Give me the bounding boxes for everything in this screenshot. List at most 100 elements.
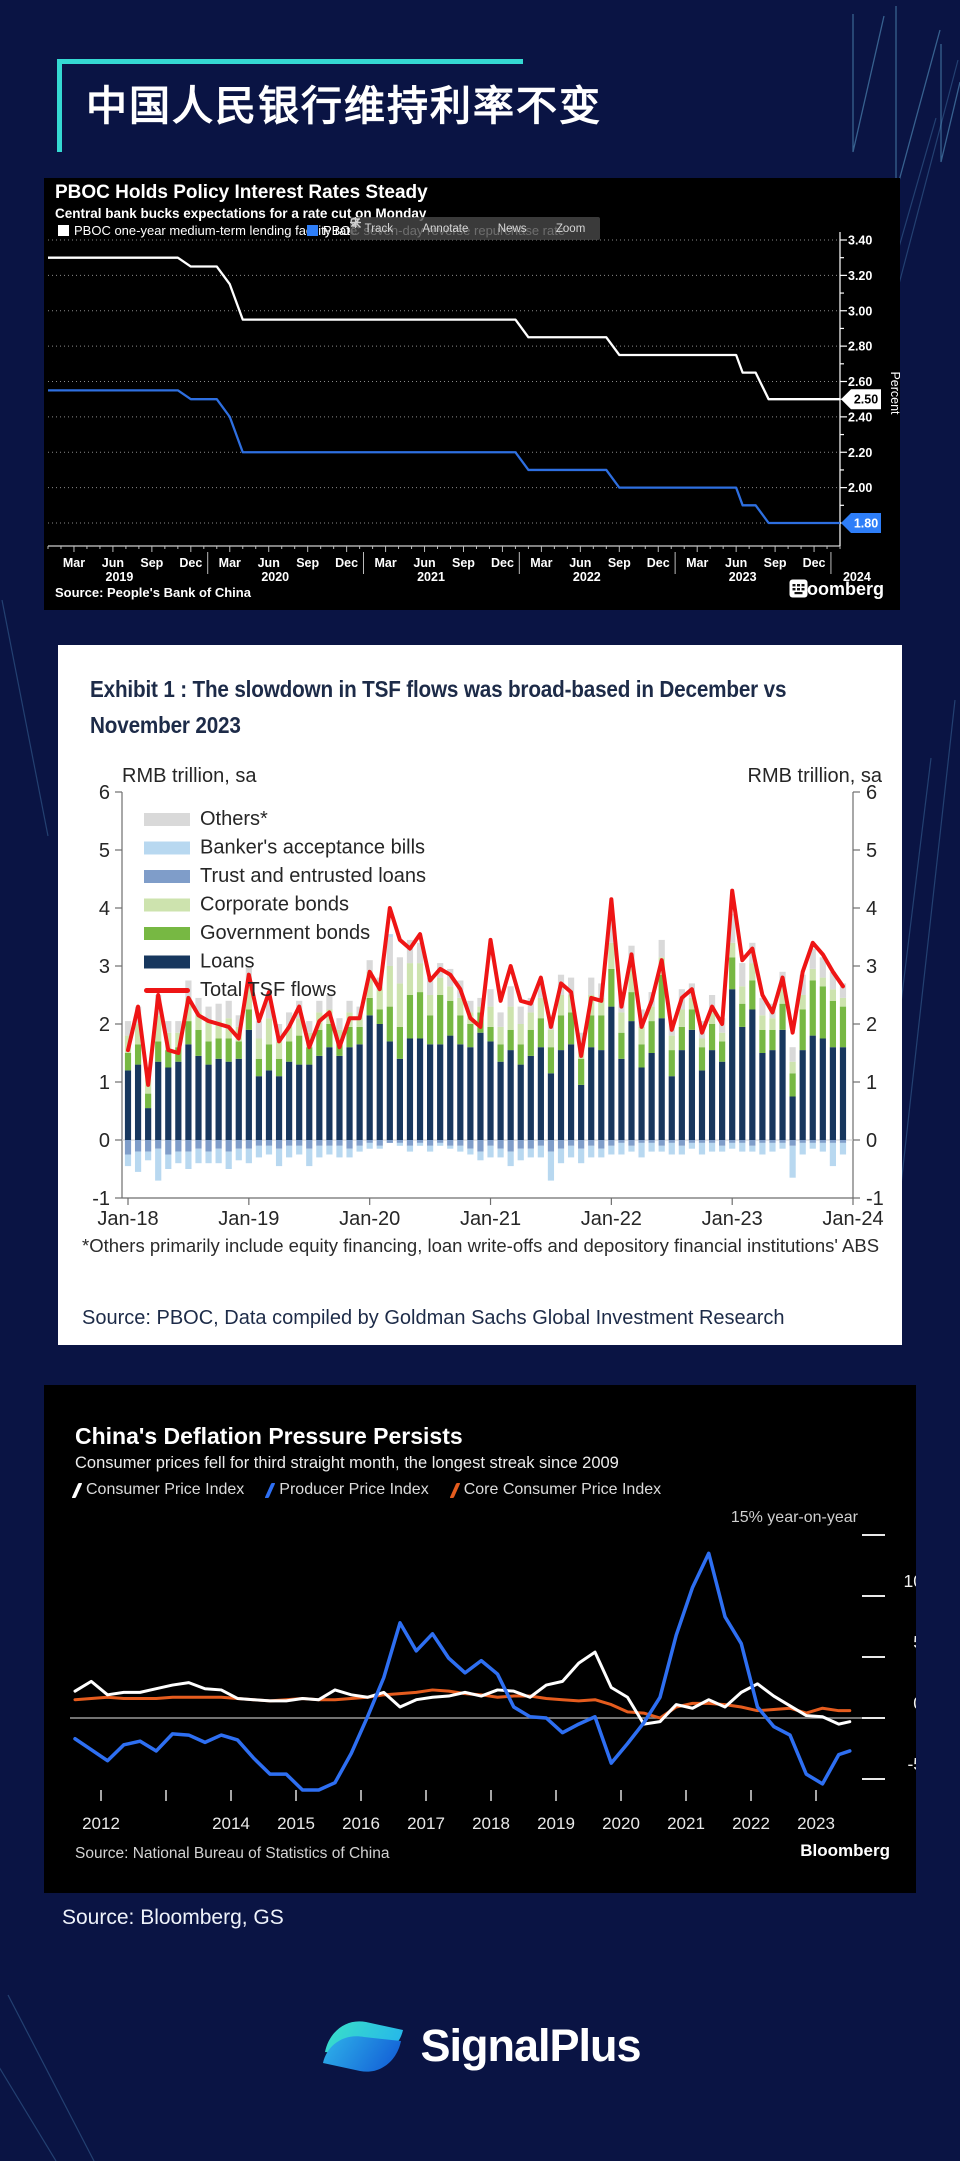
signalplus-wordmark: SignalPlus xyxy=(420,2020,641,2071)
svg-text:5: 5 xyxy=(99,840,110,862)
core-cpi-legend-item: Core Consumer Price Index xyxy=(449,1481,662,1499)
svg-text:3.40: 3.40 xyxy=(848,234,872,248)
svg-text:Jan-22: Jan-22 xyxy=(581,1208,642,1230)
tsf-exhibit-card: -1 -1 0 0 1 1 2 2 3 3 4 4 5 5 6 6 Jan-18 Jan-19 Jan-20 Jan-… xyxy=(58,645,902,1345)
svg-text:Jun: Jun xyxy=(725,556,747,570)
chart1-legend-mlf: PBOC one-year medium-term lending facili… xyxy=(58,223,357,238)
tsf-flows-chart: -1 -1 0 0 1 1 2 2 3 3 4 4 5 5 6 6 Jan-18 Jan-19 Jan-20 Jan-… xyxy=(92,782,884,1230)
svg-text:Jun: Jun xyxy=(102,556,124,570)
chart2-title: Exhibit 1 : The slowdown in TSF flows wa… xyxy=(90,671,821,744)
svg-text:Total TSF flows: Total TSF flows xyxy=(200,979,336,1001)
svg-text:2018: 2018 xyxy=(472,1814,510,1833)
svg-text:2.40: 2.40 xyxy=(848,410,872,424)
news-button[interactable]: News xyxy=(351,218,527,235)
chart3-legend: Consumer Price Index Producer Price Inde… xyxy=(71,1481,662,1499)
svg-text:2023: 2023 xyxy=(797,1814,835,1833)
svg-text:1: 1 xyxy=(99,1072,110,1094)
chart2-right-axis-unit: RMB trillion, sa xyxy=(747,765,882,787)
svg-text:Sep: Sep xyxy=(608,556,631,570)
svg-text:10: 10 xyxy=(904,1571,916,1591)
chart3-axis-unit: 15% year-on-year xyxy=(730,1509,858,1526)
svg-text:Sep: Sep xyxy=(140,556,163,570)
signalplus-logo-icon xyxy=(323,2021,404,2072)
cpi-legend-item: Consumer Price Index xyxy=(71,1481,245,1499)
annotate-button[interactable]: Annotate xyxy=(351,218,468,235)
chart1-subtitle: Central bank bucks expectations for a ra… xyxy=(55,206,427,221)
bloomberg-terminal-icon xyxy=(789,579,808,598)
svg-text:1: 1 xyxy=(866,1072,877,1094)
chart2-source: Source: PBOC, Data compiled by Goldman S… xyxy=(82,1307,785,1329)
svg-text:2022: 2022 xyxy=(732,1814,770,1833)
svg-text:Loans: Loans xyxy=(200,951,255,973)
svg-text:2.60: 2.60 xyxy=(848,375,872,389)
chart3-title: China's Deflation Pressure Persists xyxy=(75,1423,463,1449)
svg-text:Others*: Others* xyxy=(200,808,268,830)
chart1-title: PBOC Holds Policy Interest Rates Steady xyxy=(55,182,428,203)
svg-text:Dec: Dec xyxy=(647,556,670,570)
pboc-rates-chart: 3.40 3.20 3.00 2.80 2.60 2.40 2.20 2.00 1.80 Mar J… xyxy=(47,232,900,584)
svg-text:2020: 2020 xyxy=(261,570,289,584)
bloomberg-wordmark: Bloomberg xyxy=(788,579,884,599)
svg-text:Jan-23: Jan-23 xyxy=(702,1208,763,1230)
svg-text:2.80: 2.80 xyxy=(848,340,872,354)
svg-text:Mar: Mar xyxy=(374,556,396,570)
svg-text:-1: -1 xyxy=(866,1188,884,1210)
svg-text:4: 4 xyxy=(866,898,877,920)
cpi-series-label: Consumer Price Index xyxy=(86,1481,245,1498)
mlf-series-label: PBOC one-year medium-term lending facili… xyxy=(74,223,358,238)
svg-text:2.00: 2.00 xyxy=(848,481,872,495)
svg-text:2: 2 xyxy=(99,1014,110,1036)
chart1-source: Source: People's Bank of China xyxy=(55,585,251,600)
svg-text:Jan-21: Jan-21 xyxy=(460,1208,521,1230)
svg-text:6: 6 xyxy=(866,782,877,804)
title-accent-bracket-side xyxy=(57,59,62,152)
svg-text:2016: 2016 xyxy=(342,1814,380,1833)
svg-text:3.00: 3.00 xyxy=(848,304,872,318)
svg-text:2014: 2014 xyxy=(212,1814,250,1833)
svg-text:2: 2 xyxy=(866,1014,877,1036)
zoom-icon xyxy=(350,217,361,228)
mlf-series-swatch xyxy=(58,225,69,236)
chart2-left-axis-unit: RMB trillion, sa xyxy=(122,765,257,787)
svg-text:6: 6 xyxy=(99,782,110,804)
svg-text:Jun: Jun xyxy=(413,556,435,570)
svg-text:2021: 2021 xyxy=(417,570,445,584)
chart3-source: Source: National Bureau of Statistics of… xyxy=(75,1845,390,1862)
footer-source: Source: Bloomberg, GS xyxy=(62,1906,284,1929)
track-button[interactable]: Track xyxy=(350,217,393,235)
svg-text:Trust and entrusted loans: Trust and entrusted loans xyxy=(200,865,426,887)
svg-text:-1: -1 xyxy=(92,1188,110,1210)
svg-text:2.20: 2.20 xyxy=(848,446,872,460)
svg-text:Dec: Dec xyxy=(335,556,358,570)
svg-text:Government bonds: Government bonds xyxy=(200,922,370,944)
svg-text:Dec: Dec xyxy=(491,556,514,570)
svg-text:3: 3 xyxy=(866,956,877,978)
svg-text:Sep: Sep xyxy=(452,556,475,570)
svg-text:Jan-19: Jan-19 xyxy=(218,1208,279,1230)
chart2-title-line2: November 2023 xyxy=(90,712,241,739)
zoom-button[interactable]: Zoom xyxy=(350,217,585,235)
svg-text:1.80: 1.80 xyxy=(854,517,878,531)
svg-text:0: 0 xyxy=(866,1130,877,1152)
bloomberg-wordmark-chart3: Bloomberg xyxy=(800,1841,890,1860)
svg-text:0: 0 xyxy=(99,1130,110,1152)
svg-text:Jan-20: Jan-20 xyxy=(339,1208,400,1230)
inflation-chart-card: 10 5 0 -5 2012 2014 2015 2016 2017 2018 2019 2020 20… xyxy=(44,1385,916,1893)
bloomberg-toolbar: Track Annotate News Zoom xyxy=(350,217,600,240)
svg-text:2.50: 2.50 xyxy=(854,393,878,407)
svg-text:Dec: Dec xyxy=(179,556,202,570)
svg-text:Jun: Jun xyxy=(569,556,591,570)
svg-text:Corporate bonds: Corporate bonds xyxy=(200,894,349,916)
svg-text:Jan-24: Jan-24 xyxy=(822,1208,883,1230)
svg-text:Jan-18: Jan-18 xyxy=(97,1208,158,1230)
svg-text:Mar: Mar xyxy=(219,556,241,570)
title-accent-bracket-top xyxy=(60,59,523,64)
pboc-rates-chart-card: 3.40 3.20 3.00 2.80 2.60 2.40 2.20 2.00 1.80 Mar J… xyxy=(44,178,900,610)
svg-text:3.20: 3.20 xyxy=(848,269,872,283)
chart3-subtitle: Consumer prices fell for third straight … xyxy=(75,1454,619,1472)
svg-text:2023: 2023 xyxy=(729,570,757,584)
inflation-chart: 10 5 0 -5 2012 2014 2015 2016 2017 2018 2019 2020 20… xyxy=(70,1534,916,1833)
svg-text:5: 5 xyxy=(866,840,877,862)
core-cpi-series-label: Core Consumer Price Index xyxy=(463,1481,662,1498)
ppi-legend-item: Producer Price Index xyxy=(264,1481,429,1499)
